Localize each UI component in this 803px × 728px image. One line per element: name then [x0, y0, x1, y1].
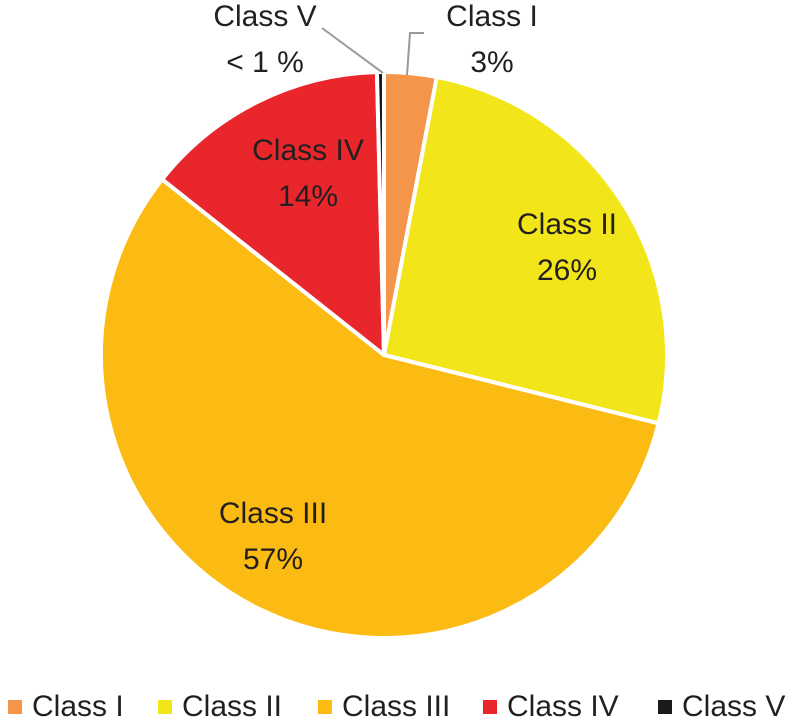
slice-value: 14% — [278, 180, 338, 213]
legend-swatch — [658, 700, 672, 714]
labels: Class I 3% Class II 26% Class III 57% Class IV… — [213, 0, 617, 576]
slice-name: Class III — [219, 497, 327, 530]
legend-label: Class V — [682, 690, 785, 723]
legend-label: Class III — [342, 690, 450, 723]
legend-label: Class I — [32, 690, 124, 723]
slice-name: Class IV — [252, 134, 364, 167]
legend: Class I Class II Class III Class IV Class V — [8, 690, 785, 723]
pie-slice — [99, 177, 661, 640]
slice-value: 57% — [243, 543, 303, 576]
slice-name: Class I — [446, 0, 538, 33]
slice-value: 26% — [537, 254, 597, 287]
slice-value: < 1 % — [226, 46, 304, 79]
slice-name: Class II — [517, 208, 617, 241]
legend-swatch — [483, 700, 497, 714]
pie — [99, 70, 669, 640]
slice-value: 3% — [470, 46, 513, 79]
legend-swatch — [8, 700, 22, 714]
leader-line — [406, 32, 424, 76]
pie-slice — [160, 70, 386, 357]
slice-name: Class V — [213, 0, 316, 33]
legend-label: Class IV — [507, 690, 619, 723]
legend-label: Class II — [182, 690, 282, 723]
leader-line — [321, 27, 384, 74]
legend-swatch — [158, 700, 172, 714]
pie-slice — [382, 74, 669, 426]
legend-swatch — [318, 700, 332, 714]
